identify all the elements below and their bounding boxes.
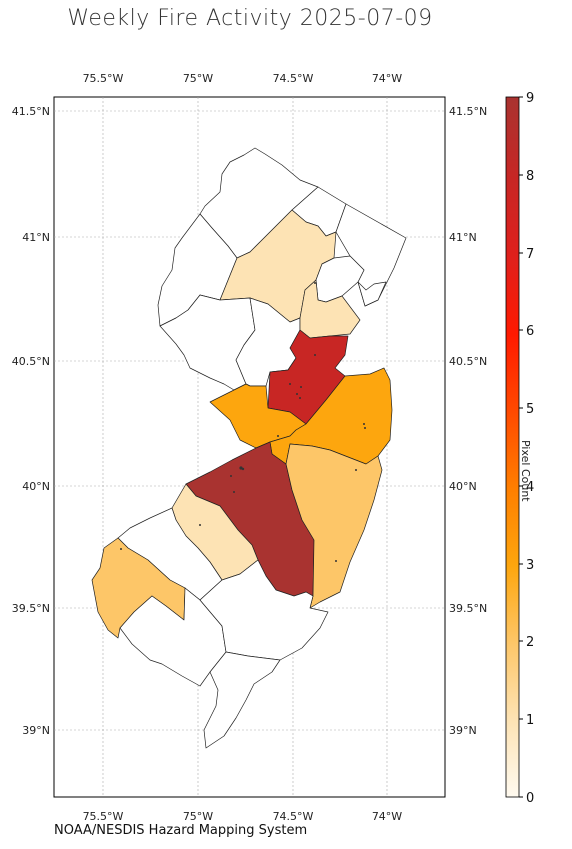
colorbar-tick-label: 0 [526,791,534,806]
colorbar-label: Pixel Count [519,440,532,502]
lon-label-bottom: 74°W [372,810,402,823]
colorbar-tick-label: 1 [526,713,534,728]
colorbar-tick-label: 6 [526,324,534,339]
colorbar-tick-label: 3 [526,558,534,573]
county-hudson: Hudson [357,281,387,307]
lat-label-left: 41.5°N [12,105,50,118]
lat-label-right: 41.5°N [449,105,487,118]
lat-labels: 41.5°N 41°N 40.5°N 40°N 39.5°N 39°N 41.5… [12,105,487,737]
lat-label-right: 40.5°N [449,355,487,368]
lat-label-left: 39°N [22,724,50,737]
lat-label-left: 40.5°N [12,355,50,368]
lon-labels: 75.5°W 75°W 74.5°W 74°W 75.5°W 75°W 74.5… [83,72,403,823]
colorbar-tick-label: 2 [526,635,534,650]
source-credit: NOAA/NESDIS Hazard Mapping System [54,823,308,838]
lon-label-top: 74.5°W [273,72,314,85]
lon-label-bottom: 74.5°W [273,810,314,823]
lat-label-left: 40°N [22,480,50,493]
lon-label-bottom: 75.5°W [83,810,124,823]
lon-label-bottom: 75°W [183,810,213,823]
lat-label-right: 40°N [449,480,477,493]
colorbar-tick-label: 9 [526,91,534,106]
lat-label-left: 41°N [22,231,50,244]
colorbar-tick-label: 4 [526,480,534,495]
lat-label-right: 39°N [449,724,477,737]
lon-label-top: 74°W [372,72,402,85]
lat-label-right: 39.5°N [449,602,487,615]
colorbar-tick-label: 8 [526,169,534,184]
fire-points [120,282,366,562]
colorbar-ticks: 0 1 2 3 4 5 6 7 8 9 [519,91,534,806]
lon-label-top: 75°W [183,72,213,85]
colorbar-tick-label: 5 [526,402,534,417]
county-cape-may: Cape May [203,651,281,749]
colorbar [505,96,520,798]
lat-label-left: 39.5°N [12,602,50,615]
map-title: Weekly Fire Activity 2025-07-09 [67,6,433,31]
colorbar-tick-label: 7 [526,247,534,262]
lat-label-right: 41°N [449,231,477,244]
lon-label-top: 75.5°W [83,72,124,85]
county-ocean: Ocean [285,443,383,609]
